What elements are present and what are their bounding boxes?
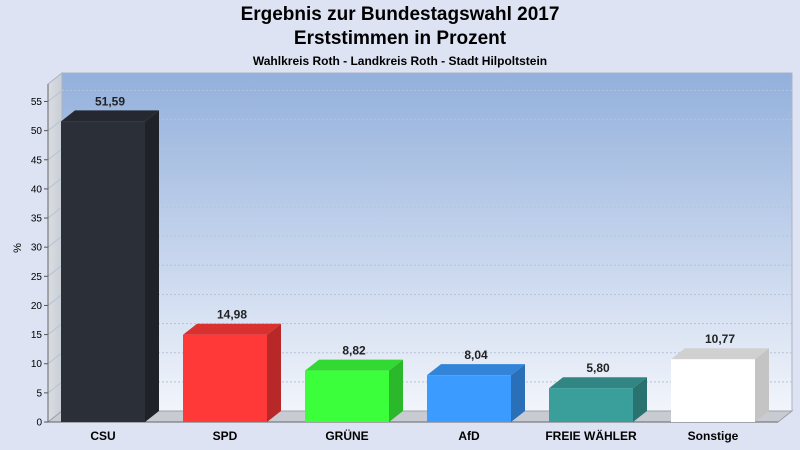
bar-front [183, 334, 267, 422]
bar-csu [61, 110, 159, 422]
bar-front [427, 375, 511, 422]
bar-side [145, 110, 159, 422]
x-tick-label: FREIE WÄHLER [545, 428, 637, 443]
bar-front [61, 121, 145, 422]
bar-grüne [305, 359, 403, 422]
y-tick-label: 45 [31, 155, 43, 166]
bar-front [671, 359, 755, 422]
gridline-side [47, 294, 63, 306]
gridline-side [47, 148, 63, 161]
gridline-side [47, 264, 63, 277]
value-label: 8,04 [464, 348, 488, 362]
gridline-side [47, 323, 63, 335]
bar-side [267, 323, 281, 422]
y-tick-label: 5 [36, 388, 42, 399]
y-tick-label: 50 [31, 126, 43, 137]
bar-side [389, 359, 403, 422]
y-tick-label: 35 [31, 214, 43, 225]
bar-front [549, 388, 633, 422]
y-tick-label: 55 [31, 97, 43, 108]
gridline-side [47, 90, 63, 102]
gridline-side [47, 235, 63, 248]
bar-front [305, 370, 389, 422]
gridline-side [47, 177, 63, 190]
bar-side [755, 348, 769, 422]
bar-afd [427, 364, 525, 422]
gridline-side [47, 381, 63, 394]
y-tick-label: 30 [31, 243, 43, 254]
x-tick-label: SPD [213, 429, 238, 443]
y-tick-label: 10 [31, 359, 43, 370]
bar-top [305, 359, 403, 371]
y-tick-label: 40 [31, 184, 43, 195]
x-tick-label: Sonstige [688, 429, 739, 443]
chart-title: Ergebnis zur Bundestagswahl 2017 [240, 4, 560, 25]
y-tick-label: 20 [31, 301, 43, 312]
value-label: 5,80 [586, 361, 610, 375]
value-label: 8,82 [342, 344, 366, 358]
bar-top [427, 364, 525, 376]
bar-top [183, 323, 281, 335]
bar-top [61, 110, 159, 122]
value-label: 51,59 [95, 94, 125, 108]
bar-side [633, 377, 647, 422]
y-axis-label: % [12, 243, 24, 253]
gridline-side [47, 119, 63, 132]
gridline-side [47, 206, 63, 219]
bar-side [511, 364, 525, 422]
y-tick-label: 0 [36, 418, 42, 429]
value-label: 10,77 [705, 332, 735, 346]
bar-spd [183, 323, 281, 422]
gridline-side [47, 352, 63, 365]
bar-top [549, 377, 647, 389]
chart-subtitle: Wahlkreis Roth - Landkreis Roth - Stadt … [252, 54, 548, 68]
x-tick-label: CSU [90, 429, 115, 443]
y-tick-label: 25 [31, 272, 43, 283]
x-tick-label: GRÜNE [325, 428, 368, 443]
value-label: 14,98 [217, 308, 247, 322]
bar-sonstige [671, 348, 769, 422]
y-tick-label: 15 [31, 330, 43, 341]
bar-freie-wähler [549, 377, 647, 422]
chart-title-line-2: Erststimmen in Prozent [293, 28, 507, 49]
x-tick-label: AfD [458, 429, 480, 443]
bar-top [671, 348, 769, 360]
